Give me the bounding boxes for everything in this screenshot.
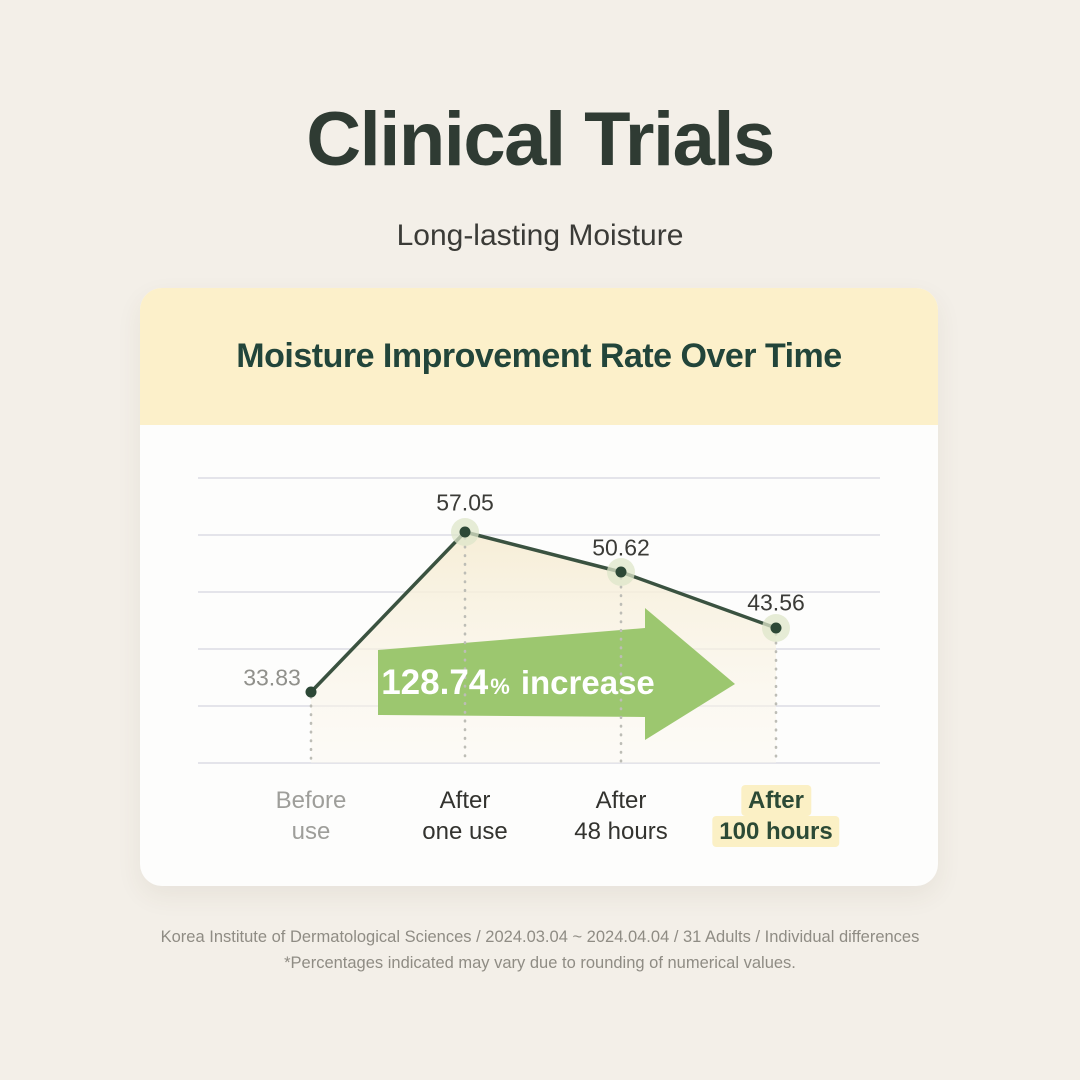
- chart-card: Moisture Improvement Rate Over Time: [140, 288, 938, 886]
- highlighted-axis-label-line: After: [740, 785, 812, 816]
- increase-annotation: 128.74 % increase: [381, 663, 655, 703]
- increase-value: 128.74: [381, 663, 489, 702]
- data-line: [309, 530, 778, 694]
- axis-label-after-100-hours: After 100 hours: [712, 785, 840, 847]
- axis-label-line: After: [439, 787, 491, 814]
- page-subtitle: Long-lasting Moisture: [396, 219, 684, 252]
- data-point-after-100-hours: [770, 622, 782, 634]
- value-label-after-48-hours: 50.62: [592, 534, 650, 561]
- value-label-before-use: 33.83: [243, 664, 301, 691]
- axis-label-line: 48 hours: [574, 818, 668, 845]
- line-chart: 33.83 57.05 50.62 43.56 128.74 % increas…: [140, 425, 938, 886]
- footnote-source: Korea Institute of Dermatological Scienc…: [160, 928, 920, 946]
- data-point-after-one-use: [459, 526, 471, 538]
- axis-label-line: Before: [275, 787, 347, 814]
- chart-card-header: Moisture Improvement Rate Over Time: [140, 288, 938, 425]
- axis-label-line: one use: [422, 818, 508, 845]
- footnote: Korea Institute of Dermatological Scienc…: [0, 924, 1080, 976]
- chart-title: Moisture Improvement Rate Over Time: [236, 337, 842, 375]
- highlighted-axis-label-line: 100 hours: [712, 816, 840, 847]
- axis-label-line: use: [291, 818, 331, 845]
- axis-label-after-one-use: After one use: [422, 785, 507, 847]
- data-point-after-48-hours: [615, 566, 627, 578]
- axis-label-after-48-hours: After 48 hours: [574, 785, 667, 847]
- value-label-after-100-hours: 43.56: [747, 589, 805, 616]
- data-point-before-use: [305, 686, 317, 698]
- axis-label-before-use: Before use: [276, 785, 347, 847]
- drop-lines: [309, 536, 778, 765]
- increase-word: increase: [520, 664, 655, 701]
- increase-arrow: [378, 608, 735, 740]
- axis-label-line: After: [595, 787, 647, 814]
- percent-sign: %: [490, 674, 510, 699]
- page-title: Clinical Trials: [306, 97, 775, 182]
- footnote-disclaimer: *Percentages indicated may vary due to r…: [284, 954, 796, 972]
- value-label-after-one-use: 57.05: [436, 489, 494, 516]
- chart-svg: [198, 477, 880, 765]
